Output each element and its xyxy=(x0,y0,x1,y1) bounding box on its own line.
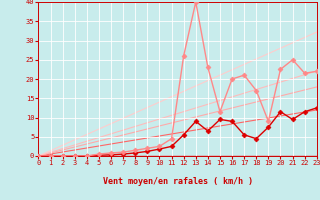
X-axis label: Vent moyen/en rafales ( km/h ): Vent moyen/en rafales ( km/h ) xyxy=(103,177,252,186)
